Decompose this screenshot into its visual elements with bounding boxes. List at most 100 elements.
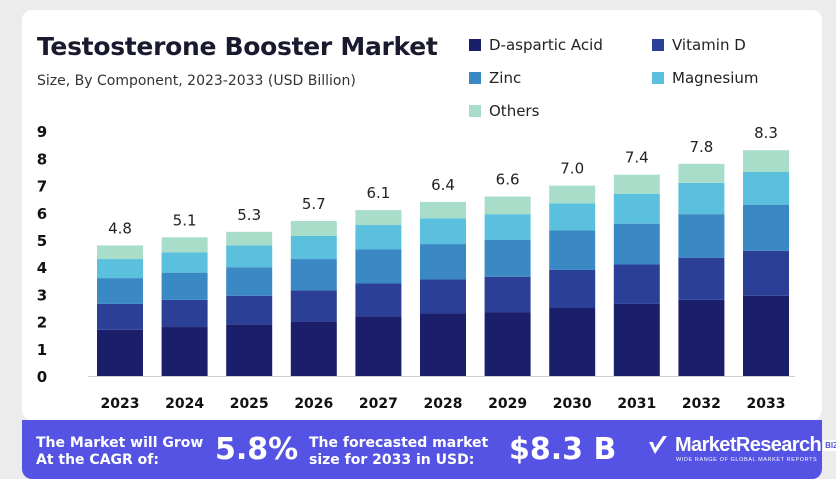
chart-title: Testosterone Booster Market: [37, 32, 438, 61]
bar-segment: [355, 316, 402, 376]
bar-segment: [678, 163, 725, 183]
legend-label: Zinc: [489, 69, 522, 87]
bar-total-label: 5.3: [237, 206, 261, 224]
cagr-label-line1: The Market will Grow: [36, 435, 204, 451]
stacked-bar-chart: 0 1 2 3 4 5 6 7 8 9 4.8 2023 5.1 2024 5.3 2025 5.7 2026 6.…: [37, 123, 795, 412]
y-tick-label: 1: [37, 341, 47, 359]
bar-total-label: 6.4: [431, 176, 455, 194]
legend-label: Others: [489, 102, 540, 120]
x-tick-label: 2033: [747, 396, 786, 412]
bar-total-label: 6.6: [496, 170, 520, 188]
bar-segment: [420, 279, 466, 314]
bar-segment: [743, 204, 789, 251]
bar-segment: [161, 252, 208, 273]
bar-segment: [743, 295, 789, 376]
bar-segment: [161, 272, 208, 300]
bar-segment: [743, 172, 789, 205]
y-tick-label: 3: [37, 286, 47, 304]
bar-segment: [613, 303, 660, 376]
bar-segment: [613, 264, 660, 304]
legend-label: D-aspartic Acid: [489, 36, 603, 54]
bar-total-label: 6.1: [366, 184, 390, 202]
brand-name: MarketResearch BIZ: [675, 434, 836, 457]
bar-segment: [290, 220, 337, 236]
legend-item-others: Others: [469, 102, 539, 120]
bar-segment: [97, 278, 143, 304]
bar-segment: [678, 214, 725, 258]
bar-segment: [678, 299, 725, 376]
legend-item-d-aspartic-acid: D-aspartic Acid: [469, 36, 603, 54]
bar-segment: [484, 240, 531, 277]
bar-segment: [484, 276, 531, 313]
x-tick-label: 2023: [101, 396, 140, 412]
brand-suffix: BIZ: [823, 440, 836, 452]
bar-segment: [743, 150, 789, 172]
y-tick-label: 5: [37, 232, 47, 250]
bar-segment: [484, 312, 531, 376]
bar-segment: [420, 244, 466, 280]
bar-segment: [549, 308, 596, 376]
bar-segment: [549, 185, 596, 204]
bar-segment: [290, 235, 337, 260]
x-tick-label: 2027: [359, 396, 398, 412]
y-tick-label: 6: [37, 205, 47, 223]
chart-subtitle: Size, By Component, 2023-2033 (USD Billi…: [37, 73, 356, 89]
bar-segment: [355, 249, 402, 284]
brand-check-icon: [649, 436, 667, 454]
bar-segment: [161, 237, 208, 253]
bar-segment: [97, 329, 143, 376]
bar-segment: [420, 313, 466, 376]
cagr-label-line2: At the CAGR of:: [36, 452, 159, 468]
bar-total-label: 7.0: [560, 160, 584, 178]
forecast-label-line2: size for 2033 in USD:: [309, 452, 475, 468]
bar-segment: [613, 193, 660, 224]
bar-segment: [613, 223, 660, 265]
cagr-value: 5.8%: [215, 432, 299, 467]
legend-swatch: [469, 39, 481, 51]
bar-segment: [226, 295, 273, 325]
bar-segment: [226, 324, 273, 376]
bar-segment: [97, 259, 143, 279]
y-tick-label: 7: [37, 178, 47, 196]
brand-logo-block[interactable]: MarketResearch BIZ WIDE RANGE OF GLOBAL M…: [647, 432, 836, 472]
bar-segment: [290, 321, 337, 376]
footer-banner: The Market will Grow At the CAGR of: 5.8…: [22, 420, 836, 479]
bar-segment: [355, 210, 402, 226]
bar-segment: [743, 250, 789, 296]
forecast-label-line1: The forecasted market: [309, 435, 489, 451]
bar-segment: [549, 230, 596, 270]
bar-segment: [484, 196, 531, 215]
bar-segment: [161, 327, 208, 376]
x-tick-label: 2026: [294, 396, 333, 412]
cagr-label: The Market will Grow At the CAGR of:: [36, 435, 203, 469]
bar-segment: [549, 203, 596, 231]
legend-item-zinc: Zinc: [469, 69, 521, 87]
legend-swatch: [652, 39, 664, 51]
bar-segment: [226, 231, 273, 246]
bar-segment: [484, 214, 531, 240]
y-tick-label: 0: [37, 368, 47, 386]
x-tick-label: 2031: [617, 396, 656, 412]
x-tick-label: 2030: [553, 396, 592, 412]
y-tick-label: 4: [37, 259, 47, 277]
bar-segment: [290, 290, 337, 322]
x-tick-label: 2029: [488, 396, 527, 412]
bar-segment: [355, 225, 402, 250]
x-tick-label: 2025: [230, 396, 269, 412]
legend-swatch: [652, 72, 664, 84]
bar-total-label: 5.7: [302, 195, 326, 213]
bar-segment: [420, 201, 466, 219]
bar-total-label: 7.8: [689, 138, 713, 156]
forecast-value: $8.3 B: [509, 432, 617, 467]
bar-segment: [290, 259, 337, 291]
legend-item-magnesium: Magnesium: [652, 69, 759, 87]
x-tick-label: 2028: [424, 396, 463, 412]
x-tick-label: 2032: [682, 396, 721, 412]
bar-total-label: 5.1: [173, 211, 197, 229]
bar-segment: [420, 218, 466, 245]
y-tick-label: 2: [37, 314, 47, 332]
bar-total-label: 8.3: [754, 124, 778, 142]
bar-segment: [226, 267, 273, 296]
bar-segment: [678, 182, 725, 215]
bar-segment: [226, 245, 273, 268]
